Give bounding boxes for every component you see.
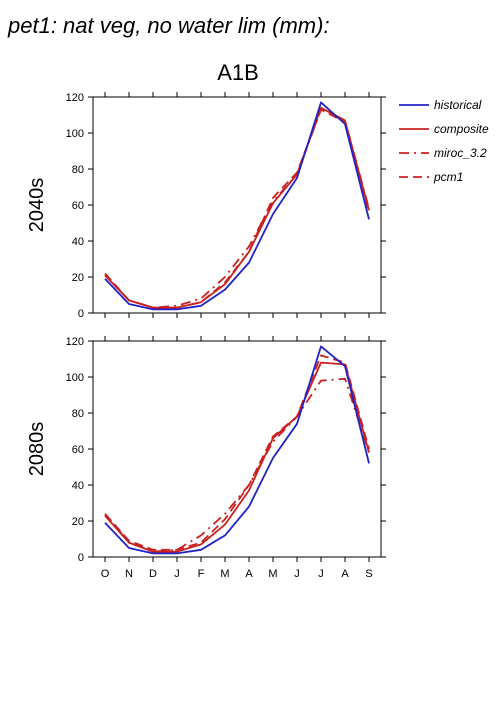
- y-tick-label: 100: [66, 128, 84, 140]
- x-tick-label: A: [245, 568, 253, 580]
- panel-2080s: 0 20 40 60 80 100 120 O N D J F M A M J J A S 2080s: [26, 336, 386, 580]
- series-line-composite: [104, 106, 370, 309]
- x-tick-label: F: [198, 568, 205, 580]
- y-tick-label: 100: [66, 372, 84, 384]
- legend-label: pcm1: [433, 170, 463, 184]
- y-tick-label: 120: [66, 336, 84, 348]
- y-tick-label: 60: [72, 444, 84, 456]
- plot-frame: [92, 340, 382, 558]
- y-tick-label: 20: [72, 272, 84, 284]
- y-tick-label: 40: [72, 236, 84, 248]
- panel-2040s: 0 20 40 60 80 100 120 2040s: [26, 92, 386, 320]
- panels: 0 20 40 60 80 100 120 2040s 0 20 40 60 80 100 120 O N D J F…: [26, 92, 386, 580]
- y-axis-label: 2080s: [26, 422, 48, 477]
- legend-label: composite: [434, 122, 489, 136]
- figure-title: pet1: nat veg, no water lim (mm):: [7, 13, 330, 38]
- series-line-composite: [104, 361, 370, 553]
- x-tick-label: J: [294, 568, 300, 580]
- x-tick-label: N: [125, 568, 133, 580]
- series-line-historical: [104, 101, 370, 311]
- y-tick-label: 0: [78, 552, 84, 564]
- y-tick-label: 60: [72, 200, 84, 212]
- series-line-miroc-3-2: [104, 377, 370, 553]
- x-tick-label: J: [174, 568, 180, 580]
- y-tick-label: 120: [66, 92, 84, 104]
- y-tick-label: 80: [72, 408, 84, 420]
- x-tick-label: S: [365, 568, 372, 580]
- y-tick-label: 40: [72, 480, 84, 492]
- series-line-pcm1: [104, 108, 370, 309]
- scenario-title: A1B: [217, 60, 259, 85]
- y-tick-label: 20: [72, 516, 84, 528]
- series-line-historical: [104, 345, 370, 555]
- y-axis-label: 2040s: [26, 178, 48, 233]
- series-line-pcm1: [104, 354, 370, 551]
- legend-label: historical: [434, 98, 482, 112]
- x-tick-label: M: [220, 568, 229, 580]
- series-line-miroc-3-2: [104, 108, 370, 309]
- plot-frame: [92, 96, 382, 314]
- y-tick-label: 0: [78, 308, 84, 320]
- x-tick-label: D: [149, 568, 157, 580]
- legend-label: miroc_3.2: [434, 146, 487, 160]
- x-tick-label: J: [318, 568, 324, 580]
- x-tick-label: A: [341, 568, 349, 580]
- x-tick-label: O: [101, 568, 110, 580]
- x-tick-label: M: [268, 568, 277, 580]
- y-tick-label: 80: [72, 164, 84, 176]
- legend: historical composite miroc_3.2 pcm1: [399, 98, 489, 184]
